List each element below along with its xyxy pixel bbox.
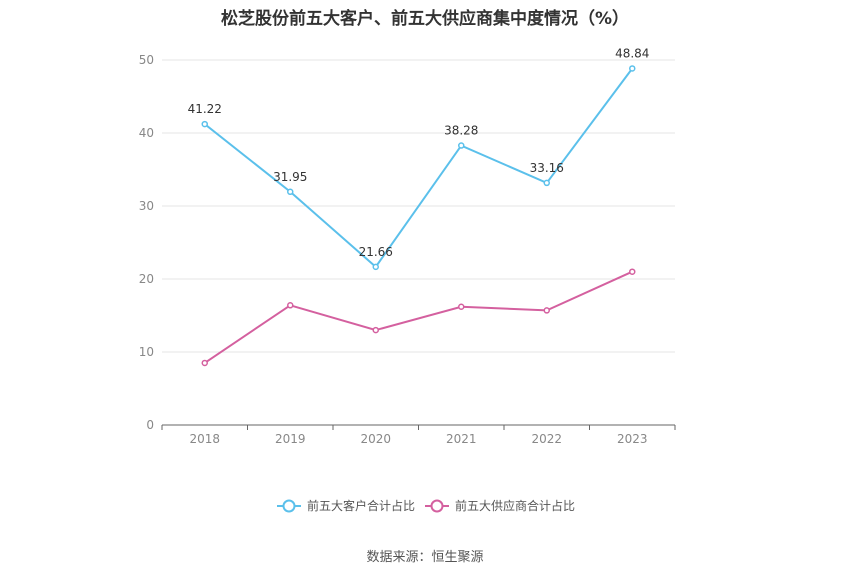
data-point[interactable] <box>458 142 465 149</box>
data-point[interactable] <box>287 188 294 196</box>
data-point[interactable] <box>458 303 465 310</box>
data-point[interactable] <box>629 65 636 72</box>
legend-marker-icon <box>282 499 296 513</box>
legend-item[interactable]: 前五大客户合计占比 <box>277 498 415 513</box>
y-tick-label: 40 <box>139 126 154 140</box>
legend-marker-icon <box>430 499 444 513</box>
legend[interactable]: 前五大客户合计占比 前五大供应商合计占比 <box>277 498 575 513</box>
y-tick-label: 10 <box>139 345 154 359</box>
data-point[interactable] <box>287 302 294 309</box>
data-label: 31.95 <box>273 170 307 184</box>
y-tick-label: 30 <box>139 199 154 213</box>
x-tick-label: 2022 <box>531 432 562 446</box>
x-tick-label: 2021 <box>446 432 477 446</box>
legend-label: 前五大供应商合计占比 <box>455 498 575 513</box>
legend-label: 前五大客户合计占比 <box>307 498 415 513</box>
legend-item[interactable]: 前五大供应商合计占比 <box>425 498 575 513</box>
data-point[interactable] <box>201 120 208 128</box>
x-tick-label: 2023 <box>617 432 648 446</box>
data-label: 21.66 <box>359 245 393 259</box>
x-tick-label: 2018 <box>189 432 220 446</box>
data-label: 38.28 <box>444 124 478 138</box>
x-tick-label: 2020 <box>360 432 391 446</box>
axes: 0 10 20 30 40 50 2018 2019 2020 2021 2022 2023 <box>139 53 676 446</box>
data-point[interactable] <box>372 326 379 334</box>
y-tick-label: 20 <box>139 272 154 286</box>
data-label: 41.22 <box>188 102 222 116</box>
data-point[interactable] <box>543 307 550 314</box>
source-note: 数据来源：恒生聚源 <box>366 550 484 565</box>
series-layer <box>201 65 636 367</box>
data-label: 48.84 <box>615 46 649 60</box>
x-tick-label: 2019 <box>275 432 306 446</box>
y-tick-label: 50 <box>139 53 154 67</box>
data-point[interactable] <box>543 179 550 187</box>
series-line <box>204 270 633 364</box>
data-point[interactable] <box>372 263 379 271</box>
data-label: 33.16 <box>530 161 564 175</box>
y-tick-label: 0 <box>146 418 154 432</box>
series-line <box>204 67 634 269</box>
data-point[interactable] <box>629 268 636 275</box>
data-point[interactable] <box>201 359 208 367</box>
data-labels: 41.22 31.95 21.66 38.28 33.16 48.84 <box>188 46 650 258</box>
chart-title: 松芝股份前五大客户、前五大供应商集中度情况（%） <box>220 9 630 29</box>
